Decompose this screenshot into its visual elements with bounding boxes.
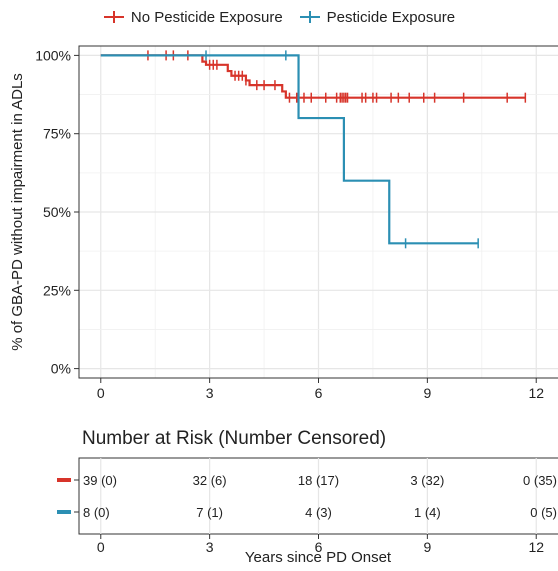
- risk-x-tick-label: 12: [528, 539, 544, 555]
- y-axis-label: % of GBA-PD without impairment in ADLs: [9, 73, 26, 351]
- series-1: [100, 50, 479, 249]
- risk-cell: 0 (35): [523, 473, 557, 488]
- x-tick-label: 3: [206, 385, 214, 401]
- x-tick-label: 6: [315, 385, 323, 401]
- legend-key-pesticide: [299, 9, 321, 25]
- series-0: [100, 50, 527, 103]
- legend-item-pesticide: Pesticide Exposure: [299, 9, 455, 26]
- risk-cell: 0 (5): [530, 505, 557, 520]
- grid: [79, 46, 558, 378]
- y-tick-label: 100%: [35, 47, 71, 63]
- risk-table: 0 3 6 9 12 39 (0) 32 (6) 18 (17) 3 (32) 0 (35) 8 (…: [57, 457, 558, 555]
- risk-table-border: [78, 457, 558, 535]
- risk-x-tick-label: 0: [97, 539, 105, 555]
- risk-cell: 4 (3): [305, 505, 332, 520]
- x-tick-label: 12: [528, 385, 544, 401]
- y-tick-label: 25%: [43, 282, 71, 298]
- risk-table-title: Number at Risk (Number Censored): [82, 428, 387, 449]
- risk-x-tick-label: 9: [423, 539, 431, 555]
- risk-cell: 7 (1): [196, 505, 223, 520]
- legend: No Pesticide Exposure Pesticide Exposure: [0, 6, 558, 28]
- x-tick-label: 9: [423, 385, 431, 401]
- y-tick-label: 50%: [43, 204, 71, 220]
- risk-cell: 39 (0): [83, 473, 117, 488]
- series-line: [100, 54, 526, 99]
- legend-key-no-pesticide: [103, 9, 125, 25]
- risk-cell: 1 (4): [414, 505, 441, 520]
- risk-cell: 18 (17): [298, 473, 339, 488]
- survival-plot: 0% 25% 50% 75% 100% 0 3 6 9 12: [35, 45, 558, 401]
- series-line: [100, 54, 479, 245]
- risk-cell: 8 (0): [83, 505, 110, 520]
- x-tick-label: 0: [97, 385, 105, 401]
- legend-item-no-pesticide: No Pesticide Exposure: [103, 9, 283, 26]
- legend-label-no-pesticide: No Pesticide Exposure: [130, 8, 283, 26]
- risk-x-tick-label: 3: [206, 539, 214, 555]
- legend-label-pesticide: Pesticide Exposure: [326, 8, 456, 26]
- risk-cell: 3 (32): [410, 473, 444, 488]
- risk-x-tick-label: 6: [315, 539, 323, 555]
- y-tick-label: 75%: [43, 126, 71, 142]
- x-axis-label: Years since PD Onset: [245, 549, 392, 566]
- risk-cell: 32 (6): [193, 473, 227, 488]
- y-tick-label: 0%: [51, 361, 71, 377]
